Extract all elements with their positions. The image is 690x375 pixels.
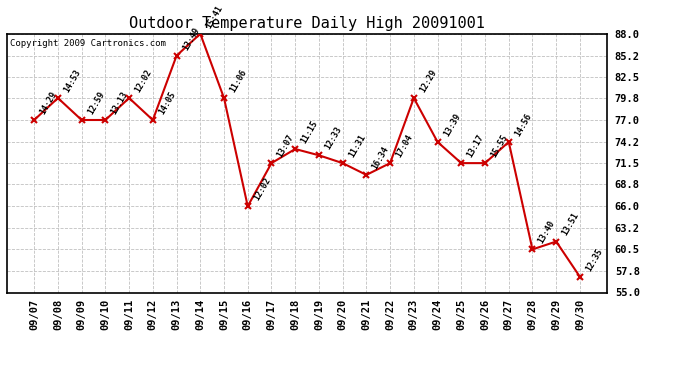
Text: 13:40: 13:40 bbox=[537, 219, 557, 245]
Text: 11:15: 11:15 bbox=[299, 119, 319, 145]
Text: 12:02: 12:02 bbox=[133, 68, 154, 94]
Text: 14:56: 14:56 bbox=[513, 112, 533, 138]
Text: 14:53: 14:53 bbox=[62, 68, 82, 94]
Text: Copyright 2009 Cartronics.com: Copyright 2009 Cartronics.com bbox=[10, 39, 166, 48]
Text: 12:35: 12:35 bbox=[584, 246, 604, 273]
Text: 12:59: 12:59 bbox=[86, 90, 106, 116]
Text: 12:02: 12:02 bbox=[252, 176, 272, 202]
Text: 16:34: 16:34 bbox=[371, 145, 391, 171]
Text: 13:13: 13:13 bbox=[110, 90, 130, 116]
Text: 14:05: 14:05 bbox=[157, 90, 177, 116]
Text: 12:29: 12:29 bbox=[418, 68, 438, 94]
Text: 15:55: 15:55 bbox=[489, 133, 509, 159]
Text: 15:41: 15:41 bbox=[204, 3, 225, 30]
Title: Outdoor Temperature Daily High 20091001: Outdoor Temperature Daily High 20091001 bbox=[129, 16, 485, 31]
Text: 13:07: 13:07 bbox=[275, 133, 296, 159]
Text: 13:17: 13:17 bbox=[466, 133, 486, 159]
Text: 13:49: 13:49 bbox=[181, 26, 201, 51]
Text: 12:33: 12:33 bbox=[323, 125, 344, 151]
Text: 11:06: 11:06 bbox=[228, 68, 248, 94]
Text: 13:51: 13:51 bbox=[560, 211, 581, 237]
Text: 13:39: 13:39 bbox=[442, 112, 462, 138]
Text: 17:04: 17:04 bbox=[394, 133, 415, 159]
Text: 11:31: 11:31 bbox=[347, 133, 367, 159]
Text: 14:29: 14:29 bbox=[39, 90, 59, 116]
